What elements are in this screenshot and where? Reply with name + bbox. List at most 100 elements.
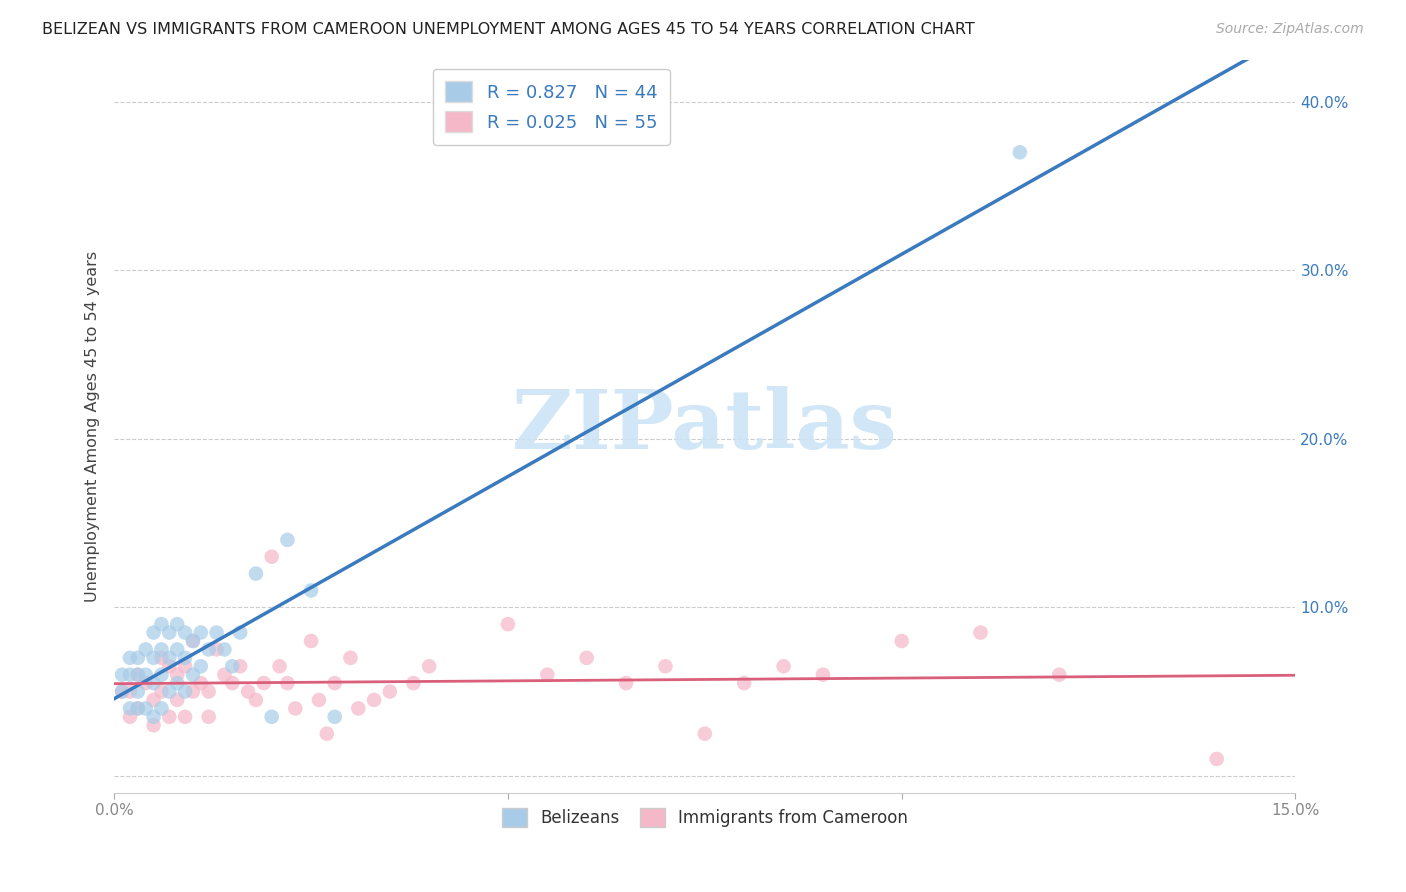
Point (166, 693, 188, 707)
Point (150, 701, 173, 715)
Point (575, 650, 598, 665)
Point (347, 701, 370, 715)
Text: ZIPatlas: ZIPatlas (512, 386, 897, 467)
Point (205, 642, 228, 657)
Point (142, 650, 165, 665)
Text: Source: ZipAtlas.com: Source: ZipAtlas.com (1216, 22, 1364, 37)
Point (221, 659, 243, 673)
Point (142, 625, 165, 640)
Point (214, 642, 236, 657)
Point (190, 625, 212, 640)
Point (181, 634, 204, 648)
Point (174, 684, 197, 698)
Point (127, 701, 149, 715)
Point (733, 676, 755, 690)
Point (166, 617, 188, 632)
Point (174, 650, 197, 665)
Point (142, 676, 165, 690)
Point (190, 676, 212, 690)
Point (127, 684, 149, 698)
Point (197, 642, 219, 657)
Point (118, 667, 141, 681)
Point (150, 642, 173, 657)
Point (299, 583, 322, 598)
Point (969, 625, 991, 640)
Point (157, 659, 180, 673)
Point (229, 659, 252, 673)
Point (111, 684, 134, 698)
Point (111, 684, 134, 698)
Point (181, 684, 204, 698)
Point (174, 659, 197, 673)
Point (150, 617, 173, 632)
Point (221, 676, 243, 690)
Point (276, 533, 298, 547)
Point (323, 676, 346, 690)
Point (378, 684, 401, 698)
Point (142, 718, 165, 732)
Point (245, 693, 267, 707)
Point (142, 710, 165, 724)
Point (323, 710, 346, 724)
Point (127, 701, 149, 715)
Point (166, 667, 188, 681)
Point (118, 684, 141, 698)
Point (127, 667, 149, 681)
Point (260, 549, 283, 564)
Point (315, 727, 337, 741)
Point (174, 710, 197, 724)
Point (150, 667, 173, 681)
Point (363, 693, 385, 707)
Point (1008, 145, 1031, 160)
Y-axis label: Unemployment Among Ages 45 to 54 years: Unemployment Among Ages 45 to 54 years (86, 251, 100, 602)
Point (166, 676, 188, 690)
Point (402, 676, 425, 690)
Point (118, 701, 141, 715)
Point (157, 684, 180, 698)
Text: BELIZEAN VS IMMIGRANTS FROM CAMEROON UNEMPLOYMENT AMONG AGES 45 TO 54 YEARS CORR: BELIZEAN VS IMMIGRANTS FROM CAMEROON UNE… (42, 22, 974, 37)
Point (135, 676, 157, 690)
Point (260, 710, 283, 724)
Point (236, 684, 259, 698)
Point (276, 676, 298, 690)
Point (308, 693, 330, 707)
Point (166, 642, 188, 657)
Point (654, 659, 676, 673)
Point (245, 566, 267, 581)
Point (772, 659, 794, 673)
Point (157, 625, 180, 640)
Point (1205, 752, 1227, 766)
Point (127, 650, 149, 665)
Point (253, 676, 276, 690)
Point (197, 684, 219, 698)
Point (811, 667, 834, 681)
Point (214, 667, 236, 681)
Point (299, 634, 322, 648)
Point (205, 625, 228, 640)
Point (536, 667, 558, 681)
Point (614, 676, 637, 690)
Point (118, 710, 141, 724)
Point (496, 617, 519, 632)
Point (1047, 667, 1070, 681)
Point (157, 710, 180, 724)
Point (418, 659, 440, 673)
Point (150, 684, 173, 698)
Point (693, 727, 716, 741)
Legend: Belizeans, Immigrants from Cameroon: Belizeans, Immigrants from Cameroon (494, 800, 917, 836)
Point (269, 659, 291, 673)
Point (181, 634, 204, 648)
Point (284, 701, 307, 715)
Point (181, 667, 204, 681)
Point (197, 710, 219, 724)
Point (135, 667, 157, 681)
Point (135, 701, 157, 715)
Point (174, 625, 197, 640)
Point (135, 642, 157, 657)
Point (190, 659, 212, 673)
Point (142, 693, 165, 707)
Point (339, 650, 361, 665)
Point (111, 667, 134, 681)
Point (229, 625, 252, 640)
Point (118, 650, 141, 665)
